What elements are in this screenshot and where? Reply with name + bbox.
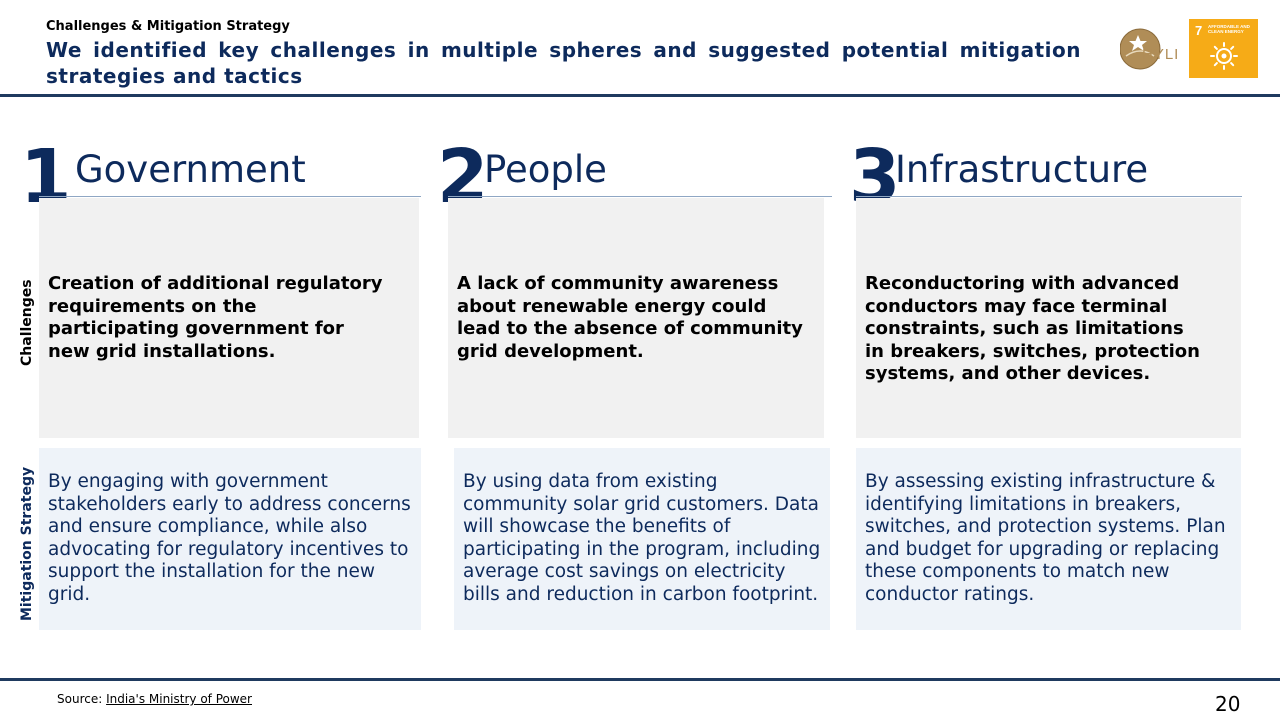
challenge-text-infrastructure: Reconductoring with advanced conductors … <box>865 273 1200 384</box>
page-number: 20 <box>1215 692 1241 716</box>
challenge-text-people: A lack of community awareness about rene… <box>457 273 803 362</box>
source-note: Source: India's Ministry of Power <box>57 692 252 706</box>
hyli-logo: HYLI <box>1119 26 1184 72</box>
footer-divider <box>0 678 1280 681</box>
header-divider <box>0 94 1280 97</box>
challenge-box-infrastructure <box>856 198 1241 438</box>
mitigation-box-people <box>454 448 830 630</box>
sdg-label: AFFORDABLE AND CLEAN ENERGY <box>1208 24 1250 34</box>
column-title-government: Government <box>75 148 306 191</box>
sdg-7-badge: 7 AFFORDABLE AND CLEAN ENERGY <box>1189 19 1258 78</box>
sdg-number: 7 <box>1195 23 1203 38</box>
column-rule-3 <box>856 196 1242 197</box>
mitigation-text-government: By engaging with government stakeholders… <box>48 471 411 605</box>
page-title: We identified key challenges in multiple… <box>46 38 1081 88</box>
source-prefix: Source: <box>57 692 107 706</box>
hyli-logo-text: HYLI <box>1142 46 1180 63</box>
column-rule-2 <box>448 196 832 197</box>
column-title-infrastructure: Infrastructure <box>895 148 1149 191</box>
challenge-text-government: Creation of additional regulatory requir… <box>48 273 383 362</box>
mitigation-text-infrastructure: By assessing existing infrastructure & i… <box>865 471 1226 605</box>
mitigation-box-infrastructure <box>856 448 1241 630</box>
column-title-people: People <box>484 148 607 191</box>
mitigation-text-people: By using data from existing community so… <box>463 471 821 605</box>
challenge-box-people <box>448 198 824 438</box>
source-link[interactable]: India's Ministry of Power <box>106 692 252 706</box>
sun-icon <box>1210 42 1238 70</box>
mitigation-box-government <box>39 448 421 630</box>
row-label-challenges: Challenges <box>19 279 35 366</box>
challenge-box-government <box>39 198 419 438</box>
row-label-mitigation: Mitigation Strategy <box>19 466 35 621</box>
column-rule-1 <box>39 196 421 197</box>
section-kicker: Challenges & Mitigation Strategy <box>46 19 290 34</box>
